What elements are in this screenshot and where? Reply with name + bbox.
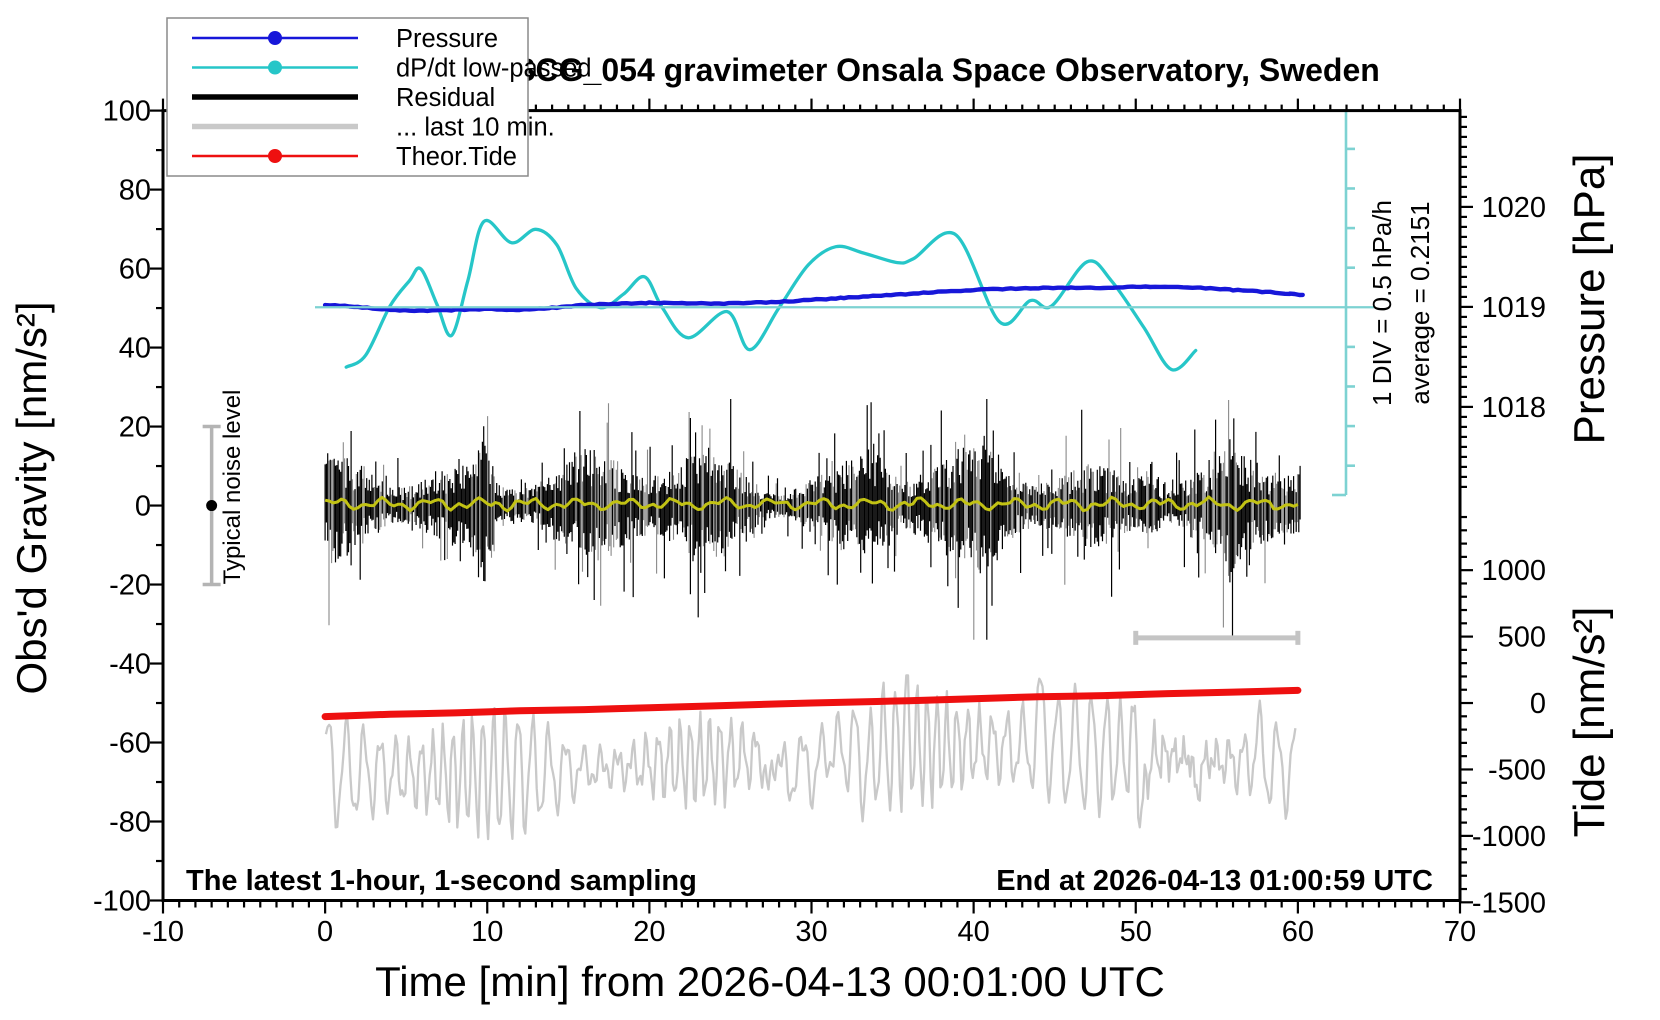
legend-item-label: Pressure	[396, 25, 498, 53]
time-tick-label: 50	[1120, 916, 1152, 948]
gravity-tick-label: 20	[119, 412, 151, 444]
plot-area	[321, 218, 1305, 841]
gravity-tick-label: 80	[119, 175, 151, 207]
legend-marker-dot	[268, 60, 282, 75]
time-tick-label: 70	[1444, 916, 1476, 948]
gravity-tick-label: -60	[109, 728, 151, 760]
gravity-tick-label: 40	[119, 333, 151, 365]
time-tick-label: 30	[795, 916, 827, 948]
gravity-tick-label: -100	[93, 886, 151, 918]
legend-item-label: ... last 10 min.	[396, 114, 555, 142]
theor-tide-line	[321, 686, 1302, 721]
time-tick-label: 60	[1282, 916, 1314, 948]
time-tick-label: -10	[142, 916, 184, 948]
gravity-tick-label: 100	[103, 96, 151, 128]
sampling-note: The latest 1-hour, 1-second sampling	[186, 865, 697, 897]
tide-tick-label: 0	[1530, 688, 1546, 720]
legend-item-label: dP/dt low-passed	[396, 55, 592, 83]
gravity-tick-label: -40	[109, 649, 151, 681]
pressure-curve	[322, 284, 1305, 314]
time-tick-label: 40	[957, 916, 989, 948]
tide-axis-title: Tide [nm/s²]	[1565, 607, 1614, 838]
gravity-tick-label: 0	[135, 491, 151, 523]
legend-item-label: Residual	[396, 84, 495, 112]
noise-level-label: Typical noise level	[219, 390, 246, 585]
tide-tick-label: -500	[1488, 754, 1546, 786]
time-tick-label: 10	[471, 916, 503, 948]
div-average-note: average = 0.2151	[1405, 201, 1435, 404]
tide-tick-label: -1500	[1472, 887, 1546, 919]
gravity-axis-title: Obs'd Gravity [nm/s²]	[8, 301, 55, 694]
div-scale-note: 1 DIV = 0.5 hPa/h	[1367, 200, 1397, 406]
plot-frame	[161, 109, 1462, 903]
pressure-tick-label: 1019	[1481, 292, 1546, 324]
pressure-tick-label: 1018	[1481, 392, 1546, 424]
legend-item-label: Theor.Tide	[396, 143, 517, 171]
legend-marker-dot	[268, 31, 282, 45]
tide-tick-label: -1000	[1472, 821, 1546, 853]
noise-level-dot	[206, 500, 218, 512]
time-tick-label: 20	[633, 916, 665, 948]
tide-tick-label: 1000	[1481, 555, 1546, 587]
chart-title: SCG_054 gravimeter Onsala Space Observat…	[514, 52, 1380, 88]
end-time-note: End at 2026-04-13 01:00:59 UTC	[996, 865, 1433, 897]
gravity-tick-label: -20	[109, 570, 151, 602]
residual-smoothed-line	[324, 495, 1299, 513]
gravity-tick-label: 60	[119, 254, 151, 286]
tide-tick-label: 500	[1498, 622, 1546, 654]
gravity-tick-label: -80	[109, 807, 151, 839]
x-axis-title: Time [min] from 2026-04-13 00:01:00 UTC	[375, 958, 1165, 1005]
plot-overlays	[202, 110, 1374, 645]
pressure-tick-label: 1020	[1481, 192, 1546, 224]
last10min-curve	[324, 674, 1297, 841]
pressure-axis-title: Pressure [hPa]	[1565, 153, 1614, 444]
legend-marker-dot	[268, 149, 282, 163]
time-tick-label: 0	[317, 916, 333, 948]
dpdt-lowpassed-curve	[344, 218, 1198, 372]
